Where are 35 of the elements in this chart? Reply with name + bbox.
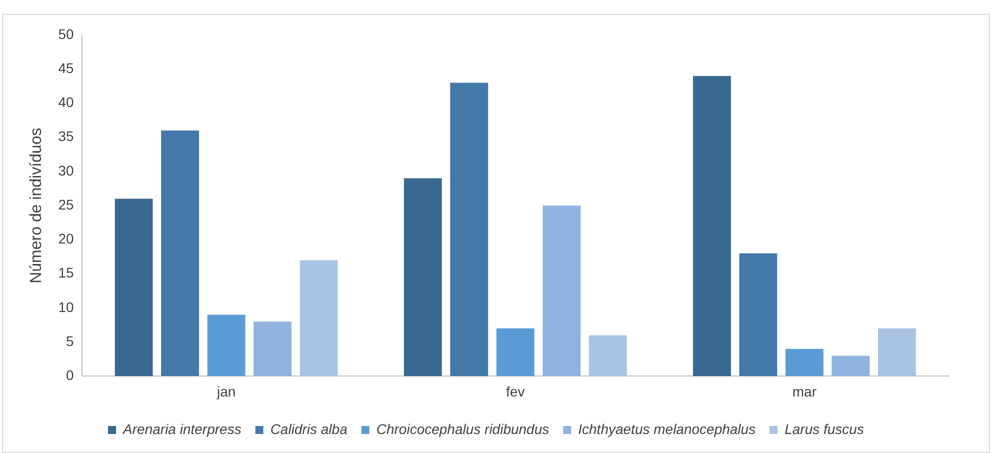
- legend-label: Calidris alba: [270, 420, 348, 437]
- bar: [161, 130, 200, 376]
- y-tick-label: 5: [66, 332, 74, 349]
- x-tick-label: mar: [792, 383, 817, 400]
- bar: [207, 314, 246, 376]
- bar: [404, 178, 442, 376]
- legend-label: Larus fuscus: [784, 420, 864, 437]
- bar: [542, 206, 581, 376]
- y-tick-label: 50: [58, 26, 74, 42]
- bar: [300, 260, 338, 376]
- legend-label: Ichthyaetus melanocephalus: [578, 420, 756, 437]
- legend-label: Arenaria interpress: [122, 420, 242, 437]
- y-tick-label: 15: [58, 264, 74, 281]
- bar: [450, 82, 488, 376]
- bar: [739, 253, 778, 376]
- bar: [254, 322, 292, 376]
- bar: [692, 76, 731, 376]
- bar: [588, 335, 627, 376]
- legend-label: Chroicocephalus ridibundus: [376, 420, 550, 437]
- bar: [114, 198, 153, 376]
- y-tick-label: 45: [58, 60, 74, 76]
- y-tick-label: 10: [58, 298, 74, 315]
- y-tick-label: 25: [58, 196, 74, 212]
- y-tick-label: 40: [58, 94, 74, 110]
- y-tick-label: 0: [66, 367, 74, 384]
- y-tick-label: 35: [58, 128, 74, 144]
- x-tick-label: jan: [216, 383, 236, 400]
- bar: [832, 356, 870, 376]
- bar: [878, 328, 916, 376]
- y-axis-title: Número de indivíduos: [28, 128, 46, 284]
- y-tick-label: 30: [58, 162, 74, 178]
- x-tick-label: fev: [506, 383, 525, 400]
- bar: [786, 348, 824, 376]
- y-tick-label: 20: [58, 230, 74, 247]
- bar: [496, 328, 534, 376]
